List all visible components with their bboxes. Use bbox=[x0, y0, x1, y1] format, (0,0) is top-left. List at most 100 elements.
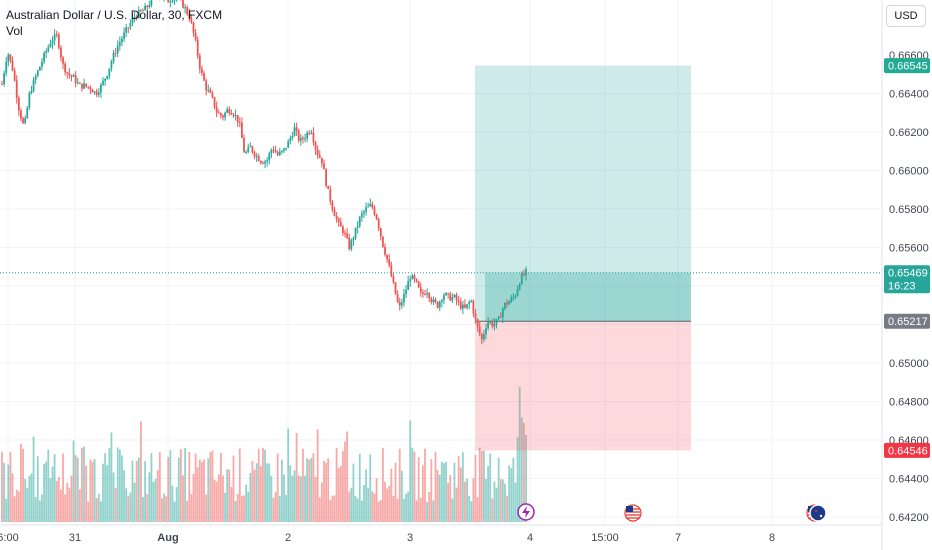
volume-bar bbox=[234, 500, 237, 522]
candle-body bbox=[295, 127, 298, 131]
volume-bar bbox=[510, 468, 513, 522]
volume-bar bbox=[163, 493, 165, 522]
take-profit-tag: 0.66545 bbox=[888, 61, 928, 73]
volume-bar bbox=[24, 479, 27, 522]
volume-bar bbox=[89, 459, 92, 522]
candle-body bbox=[186, 7, 189, 14]
time-axis[interactable]: 6:00 31 Aug 2 3 4 15:00 7 8 bbox=[0, 524, 882, 544]
candle-body bbox=[89, 87, 92, 90]
candle-body bbox=[358, 217, 361, 226]
time-tick-label: 7 bbox=[675, 532, 681, 544]
candle-body bbox=[461, 304, 464, 309]
long-position-tool[interactable] bbox=[475, 65, 691, 451]
candle-body bbox=[74, 75, 77, 84]
volume-bar bbox=[419, 497, 422, 522]
candle-body bbox=[504, 302, 506, 309]
candle-body bbox=[257, 155, 260, 162]
candle-body bbox=[421, 292, 424, 295]
candle-body bbox=[139, 10, 142, 12]
volume-bar bbox=[34, 497, 37, 522]
price-axis[interactable]: 0.666000.664000.662000.660000.658000.656… bbox=[881, 0, 930, 550]
candle-body bbox=[133, 16, 136, 19]
volume-bar bbox=[308, 459, 311, 522]
volume-bar bbox=[306, 458, 309, 522]
candle-body bbox=[255, 155, 258, 157]
volume-bar bbox=[302, 448, 304, 522]
candle-body bbox=[285, 147, 287, 149]
volume-bar bbox=[501, 479, 504, 522]
candle-body bbox=[459, 301, 462, 309]
candle-body bbox=[83, 83, 85, 89]
candle-body bbox=[148, 5, 151, 8]
candle-body bbox=[85, 83, 88, 87]
candle-body bbox=[384, 246, 386, 255]
currency-button[interactable]: USD bbox=[886, 5, 926, 27]
candle-body bbox=[72, 75, 75, 77]
candle-body bbox=[327, 185, 330, 190]
candle-body bbox=[1, 83, 3, 85]
volume-bar bbox=[87, 501, 90, 522]
candle-body bbox=[293, 127, 296, 137]
volume-bar bbox=[17, 491, 20, 522]
candle-body bbox=[455, 294, 458, 301]
volume-bar bbox=[352, 463, 355, 522]
volume-bar bbox=[38, 500, 41, 522]
candle-body bbox=[232, 114, 235, 116]
volume-bar bbox=[430, 459, 433, 522]
volume-bar bbox=[525, 435, 527, 522]
current-price-tag-countdown: 16:23 bbox=[888, 281, 916, 293]
time-tick-label: 31 bbox=[69, 532, 81, 544]
candle-body bbox=[466, 304, 468, 308]
candle-body bbox=[522, 273, 525, 275]
time-tick-label: Aug bbox=[157, 532, 178, 544]
candle-body bbox=[228, 109, 231, 114]
volume-bar bbox=[45, 461, 48, 522]
event-icons[interactable] bbox=[517, 503, 827, 522]
candle-body bbox=[205, 80, 208, 91]
candle-body bbox=[121, 38, 123, 43]
candle-body bbox=[302, 137, 304, 139]
volume-bar bbox=[167, 456, 170, 522]
volume-bar bbox=[497, 457, 500, 522]
volume-bar bbox=[371, 491, 374, 522]
candle-body bbox=[434, 299, 437, 302]
candle-body bbox=[367, 206, 370, 208]
volume-bar bbox=[121, 455, 123, 522]
candle-body bbox=[356, 225, 359, 228]
candle-body bbox=[304, 138, 306, 140]
volume-bar bbox=[413, 451, 416, 522]
volume-indicator-label[interactable]: Vol bbox=[6, 24, 23, 38]
volume-bar bbox=[384, 481, 386, 522]
time-tick-label: 2 bbox=[285, 532, 291, 544]
candle-body bbox=[230, 113, 233, 115]
volume-bar bbox=[415, 500, 418, 522]
volume-bar bbox=[520, 417, 523, 522]
candle-body bbox=[335, 216, 338, 219]
volume-bar bbox=[211, 450, 214, 522]
volume-bar bbox=[144, 461, 147, 522]
volume-bar bbox=[398, 448, 401, 522]
candle-body bbox=[91, 89, 94, 93]
volume-bar bbox=[135, 460, 138, 522]
candle-body bbox=[518, 283, 521, 290]
candle-body bbox=[447, 293, 450, 295]
candle-body bbox=[95, 91, 98, 95]
candle-body bbox=[440, 300, 443, 302]
volume-bar bbox=[165, 496, 168, 522]
volume-bar bbox=[175, 486, 178, 522]
volume-bar bbox=[95, 498, 98, 522]
candle-body bbox=[144, 5, 147, 11]
volume-bar bbox=[266, 463, 269, 522]
volume-bars bbox=[1, 386, 527, 522]
volume-bar bbox=[196, 467, 199, 522]
candle-body bbox=[493, 323, 496, 327]
volume-bar bbox=[32, 436, 35, 522]
candle-body bbox=[392, 276, 395, 283]
volume-bar bbox=[295, 432, 298, 522]
candle-body bbox=[245, 152, 248, 154]
volume-bar bbox=[339, 466, 342, 522]
symbol-title[interactable]: Australian Dollar / U.S. Dollar, 30, FXC… bbox=[6, 8, 223, 22]
volume-bar bbox=[436, 470, 439, 522]
volume-bar bbox=[358, 454, 361, 522]
